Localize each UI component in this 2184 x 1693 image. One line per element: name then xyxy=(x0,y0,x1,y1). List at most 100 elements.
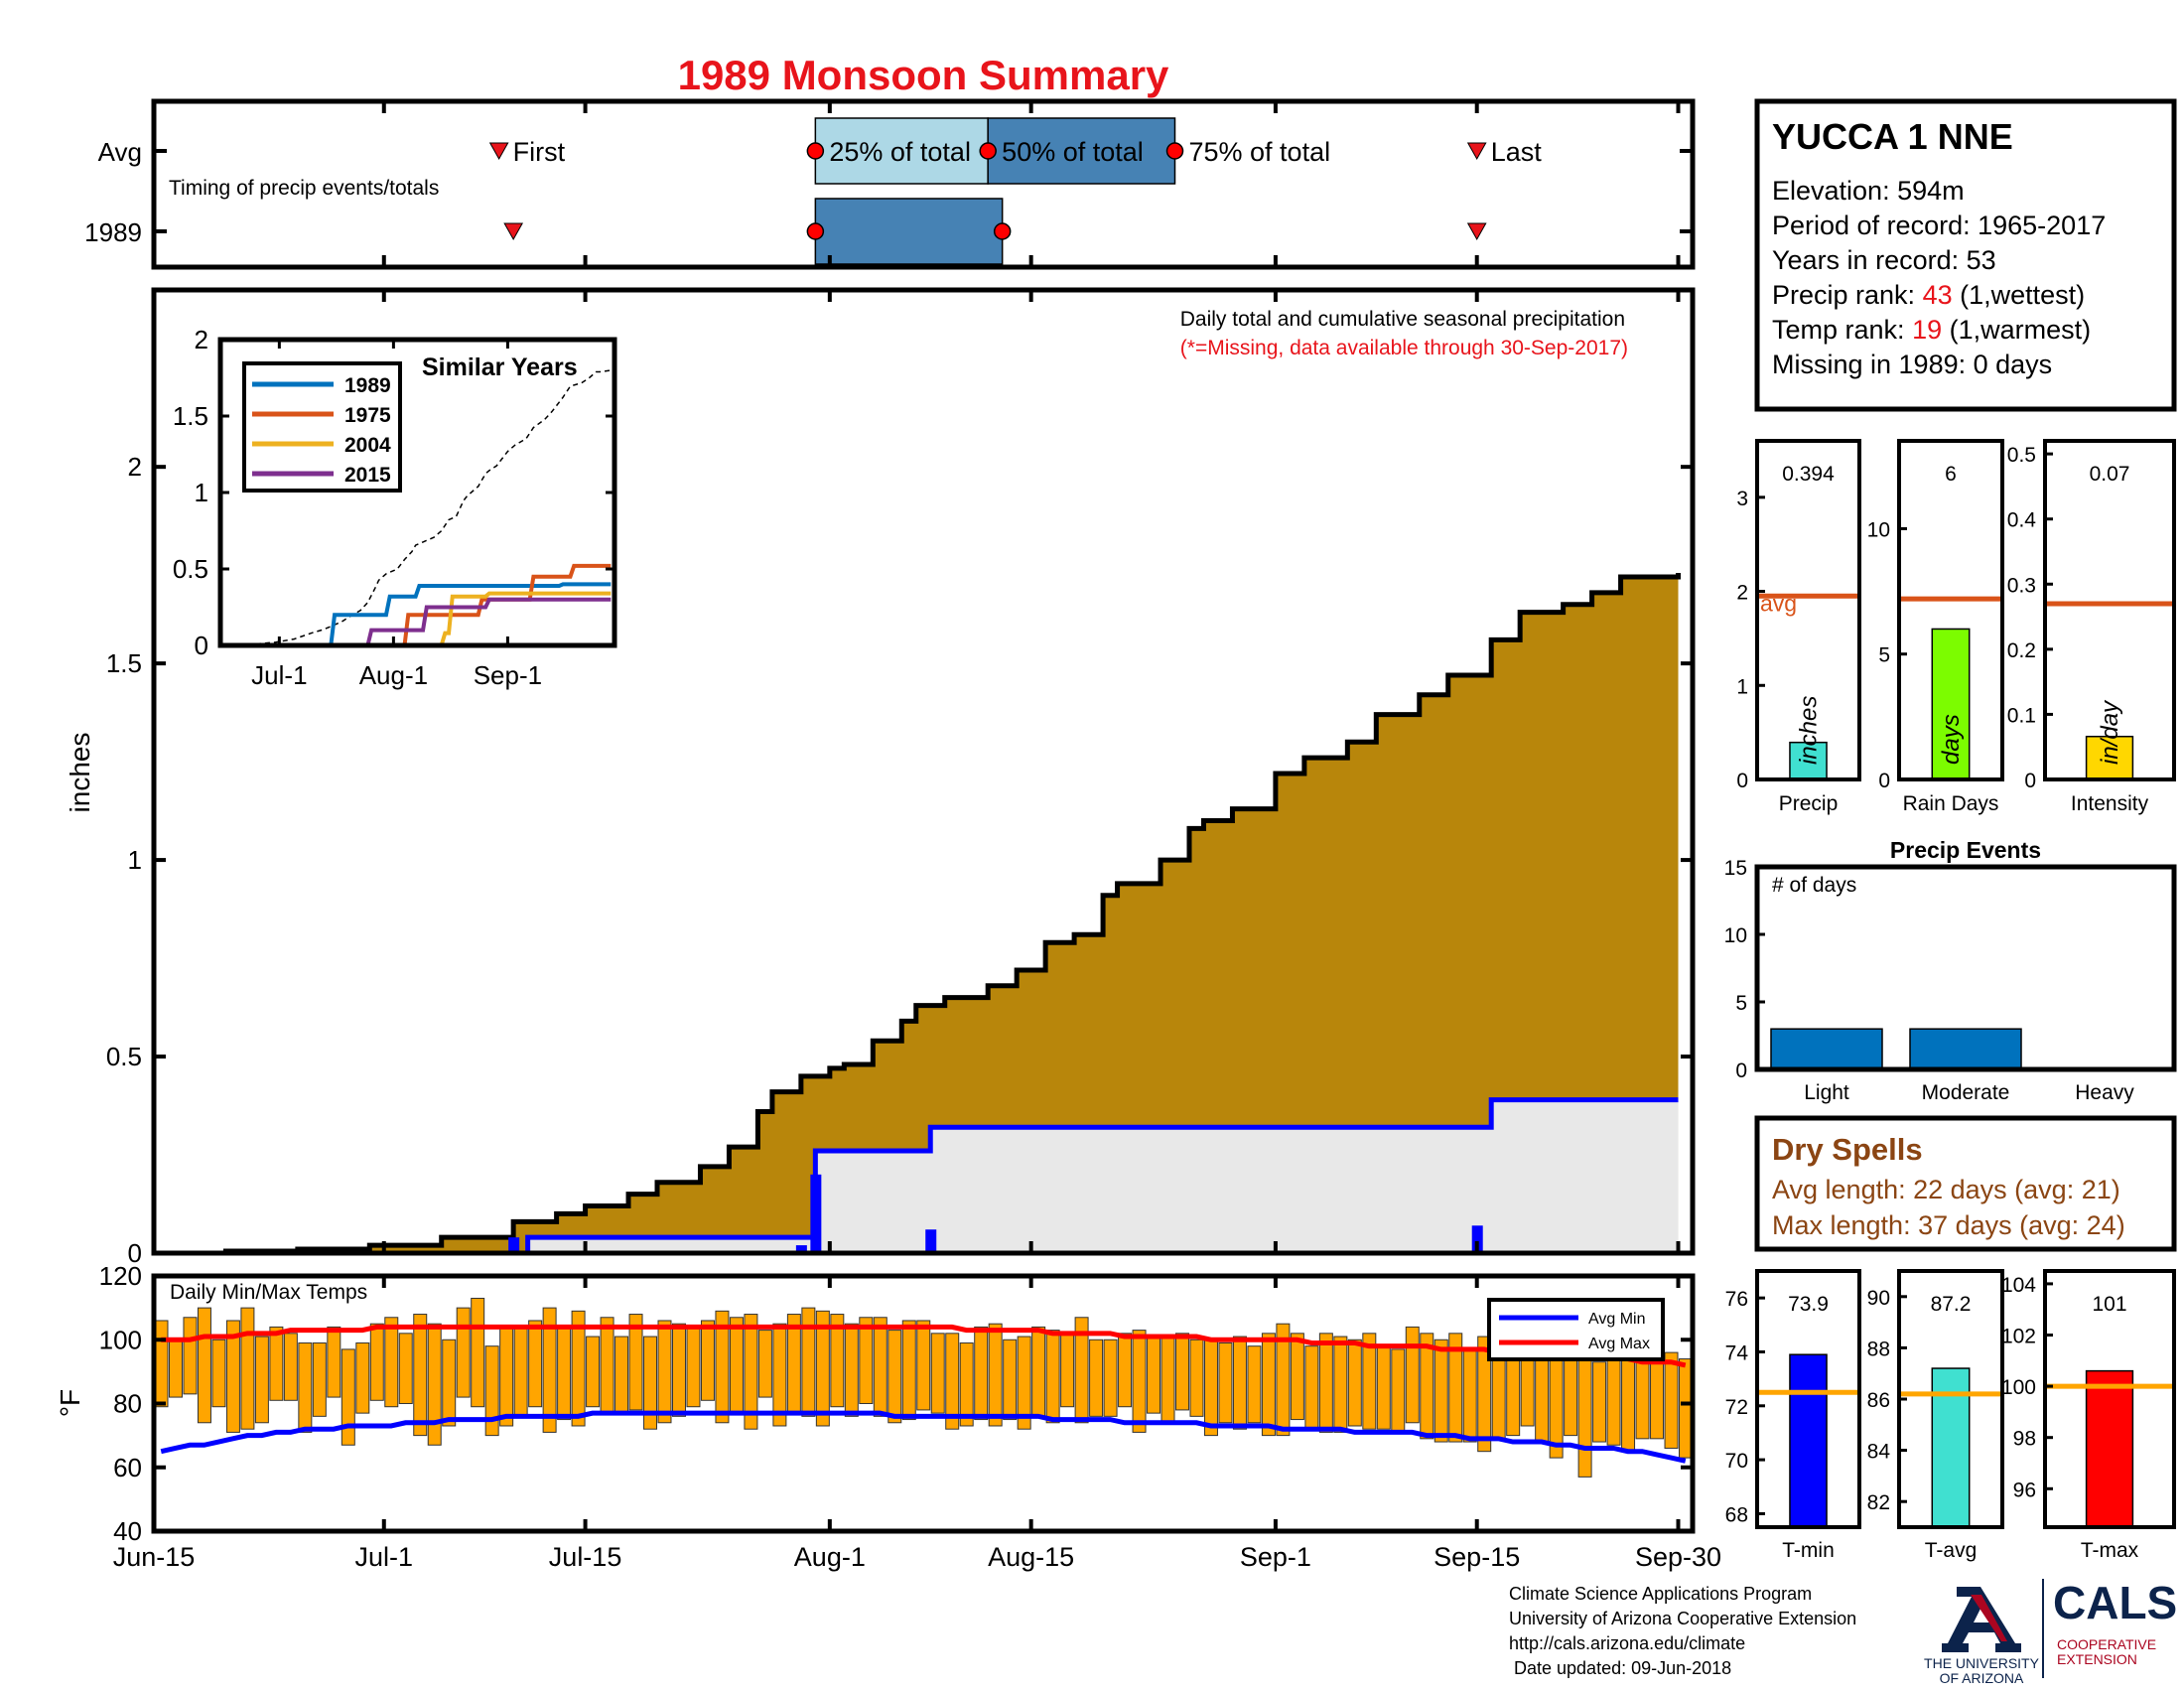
year-box xyxy=(814,198,1004,265)
daily-precip-bar xyxy=(810,1174,822,1253)
timing-row-avg-label: Avg xyxy=(98,137,142,167)
precip-events-panel: Precip Events Light Moderate Heavy 0 5 10 15 #… xyxy=(1724,837,2177,1104)
temp-range-bar xyxy=(628,1314,643,1411)
avg-cumulative-area xyxy=(154,573,1679,1253)
temp-range-bar xyxy=(283,1333,298,1401)
temp-range-bar xyxy=(1118,1333,1133,1408)
inset-series-line-2015 xyxy=(220,597,612,647)
small-ytick-label: 76 xyxy=(1725,1288,1748,1311)
temp-range-bar xyxy=(471,1297,485,1408)
small-panel-rain-days: 0 5 10 6 Rain Days days xyxy=(1867,439,2004,815)
event-ytick-label: 0 xyxy=(1735,1059,1747,1082)
value-bar xyxy=(1789,741,1828,780)
station-temp-rank: Temp rank: 19 (1,warmest) xyxy=(1772,315,2091,345)
main-y-axis-label: inches xyxy=(65,733,95,813)
small-ytick-label: 98 xyxy=(2013,1428,2036,1451)
footer-line3: http://cals.arizona.edu/climate xyxy=(1509,1633,1745,1653)
temp-range-bar xyxy=(1160,1336,1175,1424)
inset-legend-label: 2004 xyxy=(344,434,391,457)
temp-range-bar xyxy=(197,1307,211,1424)
dry-spells-title: Dry Spells xyxy=(1772,1132,1923,1167)
temp-range-bar xyxy=(1376,1345,1391,1430)
inset-xtick-label: Aug-1 xyxy=(359,660,428,690)
small-ytick-label: 70 xyxy=(1725,1450,1748,1473)
avg-cumulative-line xyxy=(154,573,1682,1256)
temp-range-bar xyxy=(901,1320,916,1421)
cals-sub1: COOPERATIVE xyxy=(2057,1636,2156,1652)
temp-range-bar xyxy=(830,1314,845,1408)
temp-range-bar xyxy=(1261,1333,1276,1437)
year-p75-marker xyxy=(993,222,1012,240)
panel-xlabel: T-max xyxy=(2081,1539,2139,1562)
temp-ytick-label: 60 xyxy=(113,1453,142,1482)
ua-logo: THE UNIVERSITY OF ARIZONA CALS COOPERATI… xyxy=(1924,1577,2177,1686)
event-category-label: Heavy xyxy=(2075,1081,2134,1104)
small-ytick-label: 96 xyxy=(2013,1479,2036,1501)
temp-range-bar xyxy=(1520,1354,1535,1427)
temp-range-bar xyxy=(1462,1348,1477,1443)
temp-range-bar xyxy=(442,1339,457,1427)
temp-range-bar xyxy=(1391,1348,1406,1433)
avg-25-50-box xyxy=(814,117,989,185)
avg-p75-marker xyxy=(1165,142,1184,160)
temp-range-bar xyxy=(643,1336,658,1430)
temp-range-bar xyxy=(168,1339,183,1398)
similar-years-inset: 0 0.5 1 1.5 2 Jul-1 Aug-1 Sep-1 Similar Years 1… xyxy=(173,325,617,690)
small-ytick-label: 0.1 xyxy=(2007,704,2036,727)
temp-range-bar xyxy=(757,1330,772,1398)
temp-y-axis-label: °F xyxy=(55,1389,85,1417)
date-tick-label: Jul-1 xyxy=(355,1542,414,1572)
temp-range-bar xyxy=(974,1326,989,1421)
temp-range-bar xyxy=(1060,1333,1075,1408)
unit-label: days xyxy=(1938,714,1965,765)
date-tick-label: Aug-15 xyxy=(988,1542,1074,1572)
event-ytick-label: 10 xyxy=(1724,924,1747,947)
temp-range-bar xyxy=(1203,1339,1218,1437)
date-tick-label: Aug-1 xyxy=(794,1542,866,1572)
panel-frame xyxy=(2043,439,2176,781)
inset-legend-label: 2015 xyxy=(344,464,391,487)
precip-events-ylabel: # of days xyxy=(1772,874,1856,897)
temp-range-bar xyxy=(341,1348,355,1446)
inset-ytick-label: 2 xyxy=(195,325,208,354)
main-ytick-label: 2 xyxy=(128,452,142,482)
temp-range-bar xyxy=(1650,1354,1665,1440)
timing-marker-label: 25% of total xyxy=(829,137,971,167)
inset-series-line-1989 xyxy=(220,582,612,647)
small-ytick-label: 0 xyxy=(2024,770,2036,792)
small-ytick-label: 5 xyxy=(1878,644,1890,667)
figure-title: 1989 Monsoon Summary xyxy=(678,52,1169,98)
station-missing: Missing in 1989: 0 days xyxy=(1772,350,2052,379)
panel-xlabel: Rain Days xyxy=(1903,792,1999,815)
temp-range-bar xyxy=(1405,1326,1420,1424)
value-bar xyxy=(2085,735,2134,780)
daily-precip-bar xyxy=(795,1245,807,1253)
temp-range-bar xyxy=(1189,1339,1204,1417)
station-years: Years in record: 53 xyxy=(1772,245,1996,275)
temp-range-bar xyxy=(1477,1336,1492,1453)
panel-xlabel: Precip xyxy=(1779,792,1839,815)
main-annotation: Daily total and cumulative seasonal prec… xyxy=(1180,308,1625,331)
inset-legend-label: 1989 xyxy=(344,374,391,397)
timing-row-year-label: 1989 xyxy=(84,217,142,247)
footer-line4: Date updated: 09-Jun-2018 xyxy=(1509,1658,1731,1678)
footer: Climate Science Applications Program Uni… xyxy=(1509,1584,1856,1678)
small-ytick-label: 2 xyxy=(1736,582,1748,605)
cumulative-precip-panel: Daily total and cumulative seasonal prec… xyxy=(65,287,1696,1268)
value-label: 87.2 xyxy=(1931,1293,1972,1316)
station-period: Period of record: 1965-2017 xyxy=(1772,211,2106,240)
temp-range-bar xyxy=(183,1317,198,1395)
temp-range-bar xyxy=(772,1323,787,1427)
temp-range-bar xyxy=(499,1326,514,1427)
small-ytick-label: 84 xyxy=(1867,1441,1891,1464)
small-ytick-label: 0.4 xyxy=(2007,509,2037,532)
date-tick-label: Sep-15 xyxy=(1433,1542,1520,1572)
temp-range-bar xyxy=(600,1317,614,1414)
temp-range-bar xyxy=(1433,1339,1448,1443)
inset-ytick-label: 0 xyxy=(195,631,208,660)
avg-50-75-box xyxy=(987,117,1176,185)
small-ytick-label: 0.2 xyxy=(2007,639,2036,662)
footer-line2: University of Arizona Cooperative Extens… xyxy=(1509,1609,1856,1628)
station-precip-rank: Precip rank: 43 (1,wettest) xyxy=(1772,280,2085,310)
